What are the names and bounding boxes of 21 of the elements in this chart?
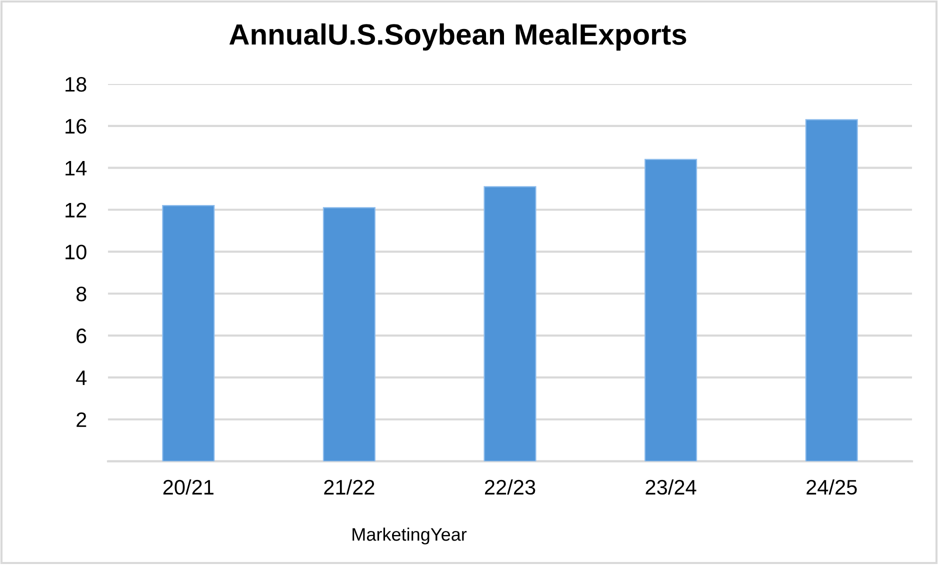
y-tick-label: 12 [66,202,86,218]
x-tick-label: 22/23 [484,479,536,495]
y-tick-label: 16 [66,118,86,134]
y-tick-label: 18 [66,77,86,92]
bar [162,205,215,462]
y-tick-label: 14 [66,161,87,176]
y-tick-label: 4 [76,370,87,386]
bar [484,186,536,462]
bar [322,207,376,462]
y-tick-label: 10 [66,244,86,260]
x-axis-title: MarketingYear [352,528,467,544]
y-tick-label: 6 [76,328,86,344]
x-tick-label: 21/22 [324,479,374,495]
x-tick-label: 24/25 [806,479,857,495]
y-tick-label: 2 [76,412,86,427]
x-tick-label: 23/24 [646,479,696,495]
bar [644,158,698,462]
x-tick-label: 20/21 [163,479,214,495]
y-tick-label: 8 [76,286,86,302]
chart-title: AnnualU.S.Soybean MealExports [229,23,686,51]
bar [805,119,858,462]
